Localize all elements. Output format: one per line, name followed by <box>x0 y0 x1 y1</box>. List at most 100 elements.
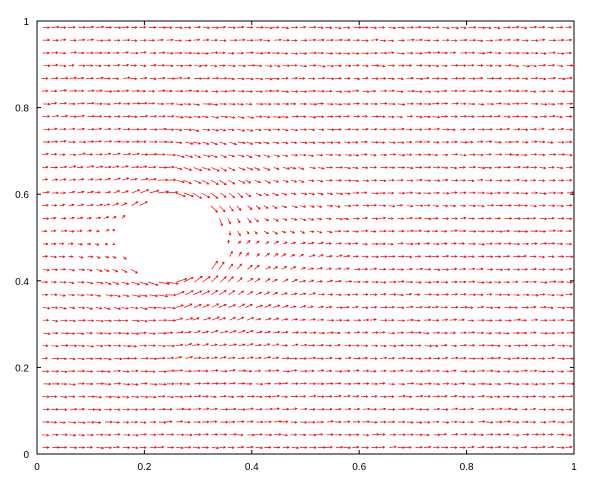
vector-arrow <box>86 153 94 156</box>
vector-arrow <box>264 89 273 93</box>
vector-arrow <box>405 369 414 373</box>
vector-arrow <box>317 395 325 399</box>
vector-arrow <box>406 51 414 55</box>
vector-arrow <box>176 154 185 158</box>
vector-arrow <box>176 407 185 411</box>
vector-arrow <box>468 102 476 106</box>
vector-arrow <box>247 278 254 283</box>
vector-arrow <box>103 357 112 361</box>
vector-arrow <box>245 369 253 373</box>
vector-arrow <box>255 64 263 68</box>
vector-arrow <box>282 179 289 183</box>
vector-arrow <box>245 303 253 308</box>
vector-arrow <box>316 357 325 360</box>
vector-arrow <box>504 407 512 411</box>
vector-arrow <box>122 127 131 131</box>
vector-arrow <box>131 433 140 437</box>
vector-arrow <box>326 141 334 144</box>
vector-arrow <box>272 128 281 132</box>
vector-arrow <box>69 115 78 119</box>
vector-arrow <box>263 39 271 43</box>
vector-arrow <box>468 280 476 284</box>
vector-arrow <box>308 218 315 221</box>
vector-arrow <box>202 395 210 398</box>
vector-arrow <box>131 446 139 450</box>
vector-arrow <box>449 51 457 55</box>
vector-arrow <box>273 382 282 386</box>
vector-arrow <box>255 90 264 93</box>
vector-arrow <box>68 383 77 386</box>
vector-arrow <box>397 344 405 347</box>
vector-arrow <box>309 407 316 411</box>
vector-arrow <box>227 64 237 68</box>
vector-arrow <box>504 51 512 55</box>
vector-arrow <box>156 306 167 310</box>
vector-arrow <box>361 255 369 259</box>
vector-arrow <box>237 290 245 296</box>
vector-arrow <box>325 52 334 55</box>
vector-arrow <box>478 255 485 258</box>
vector-arrow <box>77 382 86 385</box>
vector-arrow <box>41 229 48 233</box>
vector-arrow <box>309 25 317 29</box>
vector-arrow <box>96 203 104 207</box>
vector-arrow <box>423 421 431 424</box>
vector-arrow <box>299 52 308 55</box>
vector-arrow <box>485 191 494 195</box>
vector-arrow <box>396 331 405 335</box>
vector-arrow <box>379 267 387 271</box>
vector-arrow <box>86 203 94 207</box>
vector-arrow <box>503 420 512 423</box>
vector-arrow <box>114 26 122 30</box>
vector-arrow <box>147 38 156 42</box>
vector-arrow <box>326 279 334 283</box>
vector-arrow <box>432 420 440 424</box>
vector-arrow <box>246 407 254 411</box>
vector-arrow <box>398 191 406 195</box>
vector-arrow <box>389 433 397 437</box>
vector-arrow <box>441 64 448 68</box>
vector-arrow <box>228 304 237 308</box>
vector-arrow <box>485 178 493 182</box>
vector-arrow <box>326 179 333 182</box>
vector-arrow <box>548 127 556 131</box>
vector-arrow <box>451 280 458 284</box>
vector-arrow <box>521 39 529 42</box>
vector-arrow <box>503 127 511 131</box>
vector-arrow <box>104 408 113 411</box>
vector-arrow <box>539 433 546 436</box>
vector-arrow <box>220 154 227 158</box>
vector-arrow <box>317 64 326 68</box>
vector-arrow <box>334 153 342 157</box>
vector-arrow <box>493 356 502 360</box>
vector-arrow <box>451 26 460 30</box>
vector-arrow <box>167 446 175 449</box>
vector-arrow <box>256 253 260 257</box>
vector-arrow <box>521 356 529 360</box>
vector-arrow <box>388 331 396 335</box>
vector-arrow <box>246 141 254 145</box>
vector-arrow <box>236 103 245 106</box>
vector-arrow <box>50 280 58 284</box>
vector-arrow <box>469 38 477 42</box>
vector-arrow <box>343 267 350 270</box>
vector-arrow <box>94 408 102 412</box>
vector-arrow <box>512 356 521 360</box>
vector-arrow <box>42 190 50 194</box>
vector-arrow <box>345 356 352 360</box>
vector-arrow <box>388 267 396 271</box>
vector-arrow <box>104 77 112 80</box>
vector-arrow <box>389 166 396 170</box>
vector-arrow <box>326 204 334 208</box>
vector-arrow <box>442 204 449 208</box>
vector-arrow <box>504 268 511 271</box>
vector-arrow <box>69 38 77 42</box>
vector-arrow <box>389 153 397 156</box>
vector-arrow <box>478 103 485 106</box>
vector-arrow <box>566 306 574 310</box>
vector-arrow <box>353 77 361 81</box>
vector-arrow <box>130 268 139 274</box>
vector-arrow <box>316 280 323 283</box>
vector-arrow <box>468 25 477 29</box>
vector-arrow <box>494 318 503 322</box>
